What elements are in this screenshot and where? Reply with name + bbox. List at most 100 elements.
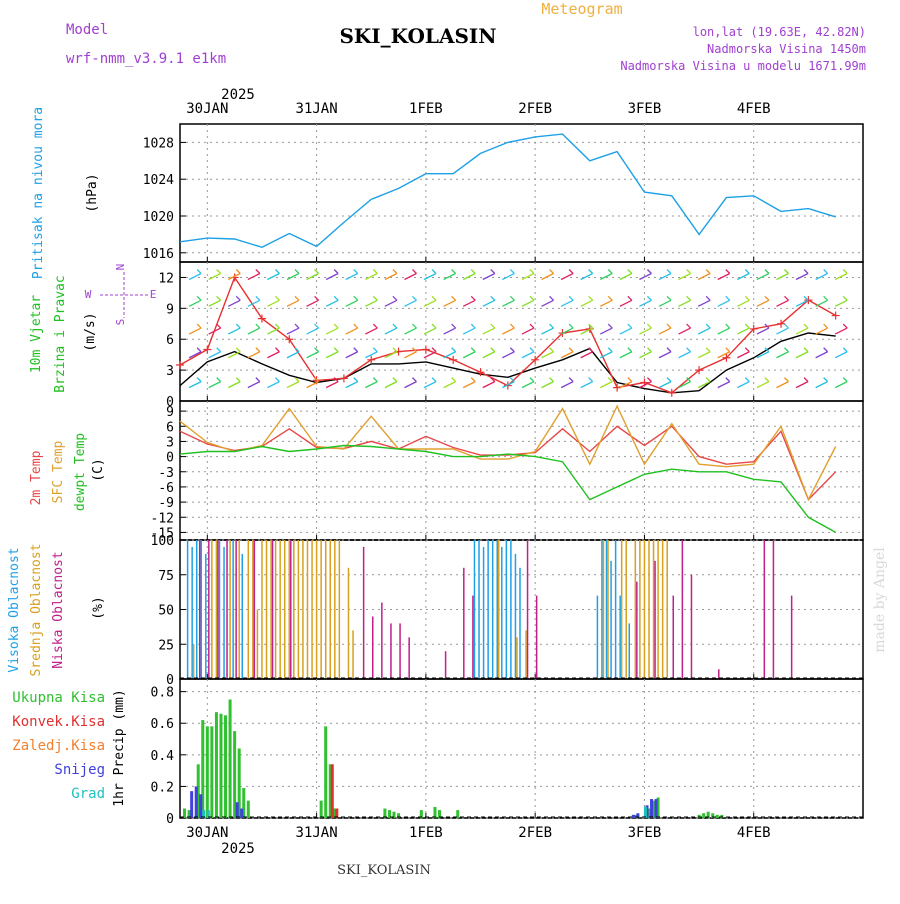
wind-barb (541, 295, 554, 307)
bar-mid (311, 540, 313, 679)
gust-point (695, 366, 704, 375)
bar-mid (211, 540, 213, 679)
bar-total (319, 800, 323, 818)
bar-high (232, 540, 234, 679)
wind-barb (502, 377, 515, 389)
wind-barb (188, 295, 202, 307)
wind-barb (541, 269, 554, 281)
wind-barb (560, 377, 574, 389)
wind-barb (834, 269, 848, 281)
bar-snow (645, 805, 649, 818)
wind-barb (639, 269, 652, 281)
gust-point (176, 360, 184, 369)
y-tick-label: -9 (158, 496, 174, 511)
wind-barb (834, 295, 848, 307)
precip-legend-item: Konvek.Kisa (12, 714, 105, 730)
bar-mid (229, 540, 231, 679)
bar-total (242, 787, 246, 818)
panel-frame (179, 678, 864, 819)
wind-barb (247, 323, 261, 335)
bar-total (720, 814, 724, 818)
compass-cross (100, 272, 148, 318)
wind-barb (345, 377, 359, 389)
wind-barb (521, 269, 535, 281)
bar-mid (643, 540, 646, 679)
wind-barb (345, 295, 359, 307)
wind-barb (697, 323, 711, 335)
bar-total (419, 810, 423, 818)
series-line-tsfc (179, 404, 837, 502)
gust-point (449, 355, 458, 364)
bar-mid (329, 540, 332, 679)
wind-barb (286, 347, 300, 359)
wind-barb (521, 347, 535, 359)
wind-barb (756, 295, 770, 307)
y-tick-label: -6 (158, 481, 174, 496)
bar-snow (650, 799, 654, 818)
wind-barb (776, 295, 789, 307)
y-tick-label: 0 (166, 395, 174, 410)
bar-total (392, 811, 396, 818)
bar-mid (607, 540, 609, 679)
bar-high (491, 540, 494, 679)
wind-barb (482, 347, 496, 359)
tsfc-ylabel: SFC Temp (51, 441, 66, 504)
bar-low (399, 623, 401, 679)
model-name: wrf-nmm_v3.9.1 e1km (66, 51, 226, 67)
wind-barb (482, 323, 496, 335)
wind-barb (267, 377, 280, 389)
bar-total (196, 764, 200, 818)
bar-mid (279, 540, 281, 679)
bar-mid (283, 540, 286, 679)
y-tick-label: 100 (151, 534, 174, 549)
bar-mid (657, 540, 659, 679)
wind-barb (619, 377, 633, 389)
bar-high (478, 540, 480, 679)
series-line-speed (179, 332, 836, 394)
wind-barb (365, 323, 378, 335)
panel-clouds: 0 25 50 75 100 (151, 534, 864, 688)
bar-low (654, 560, 656, 679)
wind-barb (717, 347, 731, 359)
wind-barb (423, 269, 437, 281)
wind-barb (560, 295, 574, 307)
y-tick-label: 1016 (143, 247, 174, 262)
bar-low (408, 637, 410, 679)
bar-total (433, 806, 437, 818)
panel-pressure: 1016 1020 1024 1028 (143, 123, 864, 263)
wind-barb (267, 347, 280, 359)
meteogram-title: Meteogram (541, 0, 622, 18)
gust-point (339, 374, 348, 383)
bar-mid (297, 540, 300, 679)
bar-mid (270, 540, 272, 679)
wind-barb (208, 347, 222, 359)
wind-barb (560, 323, 574, 335)
panel-wind: 0 3 6 9 12 (158, 261, 864, 410)
wind-barb (384, 347, 398, 359)
bar-snow (631, 814, 635, 818)
wind-barb (756, 377, 770, 389)
wind-barb (188, 269, 202, 281)
date-tick-label-bottom: 3FEB (628, 825, 662, 841)
series-line-gust (179, 275, 837, 394)
wind-barb (286, 295, 300, 307)
y-tick-label: 0 (166, 451, 174, 466)
y-tick-label: 1020 (143, 210, 174, 225)
gust-point (749, 324, 758, 333)
y-tick-label: 12 (158, 271, 174, 286)
bar-total (647, 808, 651, 818)
gust-point (777, 319, 786, 328)
wind-barb (717, 295, 731, 307)
bar-total (214, 712, 218, 818)
bar-mid (320, 540, 322, 679)
wind-barb (247, 295, 261, 307)
bar-mid (192, 644, 195, 679)
bar-low (371, 616, 374, 679)
compass-east: E (150, 288, 157, 301)
bar-high (195, 540, 198, 679)
bar-snow (199, 794, 203, 818)
bar-mid (666, 540, 668, 679)
wind-barb (815, 295, 829, 307)
wind-barb (541, 347, 554, 359)
wind-barb (462, 295, 476, 307)
